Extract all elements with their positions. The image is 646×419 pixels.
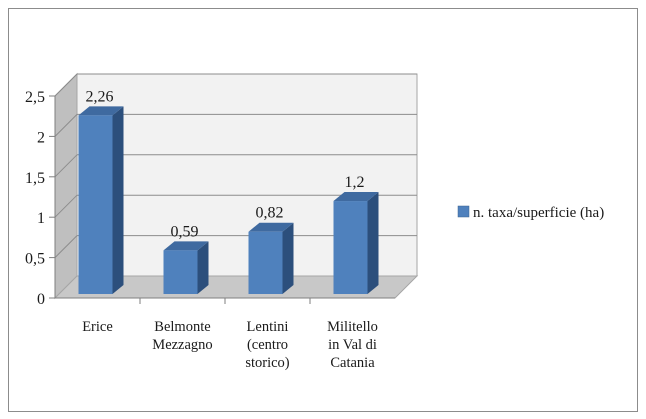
x-category-label: Lentini (247, 319, 289, 335)
y-tick-label: 2 (37, 129, 45, 146)
x-category-label: Catania (330, 355, 375, 371)
bar (163, 250, 198, 294)
y-tick-label: 0 (37, 291, 45, 308)
data-label: 2,26 (86, 88, 114, 105)
bar (333, 201, 368, 294)
data-label: 0,82 (256, 205, 284, 222)
bar-side (367, 192, 379, 294)
gridline-side (54, 154, 78, 178)
x-category-label: (centro (247, 337, 288, 353)
x-category-label: Mezzagno (152, 337, 212, 353)
legend-swatch (457, 205, 470, 218)
gridline-side (54, 73, 78, 97)
x-category-label: Erice (82, 319, 113, 335)
side-wall (54, 72, 78, 300)
x-category-label: in Val di (328, 337, 377, 353)
legend-label: n. taxa/superficie (ha) (473, 205, 604, 221)
bar-side (112, 106, 124, 294)
data-label: 0,59 (171, 223, 199, 240)
y-tick-label: 1 (37, 210, 45, 227)
bar-top (78, 106, 124, 116)
gridline-side (54, 114, 78, 137)
y-tick-label: 2,5 (25, 89, 45, 106)
x-category-label: Belmonte (154, 319, 210, 335)
y-tick-label: 1,5 (25, 170, 45, 187)
data-label: 1,2 (345, 174, 365, 191)
bar-side (197, 241, 209, 294)
gridline-side (54, 194, 78, 218)
x-category-label: Militello (327, 319, 378, 335)
bar (248, 231, 283, 294)
bar-top (248, 222, 294, 232)
bar (78, 115, 113, 294)
x-category-label: storico) (245, 355, 289, 371)
y-tick-label: 0,5 (25, 251, 45, 268)
bar-side (282, 222, 294, 294)
bar-top (163, 241, 209, 251)
bar-top (333, 192, 379, 202)
gridline-side (54, 235, 78, 258)
